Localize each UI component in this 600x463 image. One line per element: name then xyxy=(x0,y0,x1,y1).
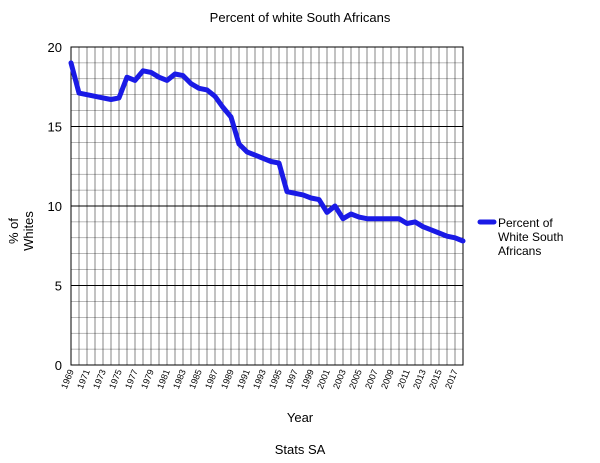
x-tick-label: 1979 xyxy=(139,368,156,390)
x-tick-label: 1981 xyxy=(155,368,172,390)
x-axis-label: Year xyxy=(287,410,314,425)
y-axis-label-line-1: % of xyxy=(6,218,21,244)
x-tick-label: 1995 xyxy=(267,368,284,390)
chart-title: Percent of white South Africans xyxy=(210,10,391,25)
y-tick-label: 20 xyxy=(48,40,62,55)
x-tick-label: 1987 xyxy=(203,368,220,390)
x-tick-label: 2005 xyxy=(347,368,364,390)
x-tick-label: 2009 xyxy=(379,368,396,390)
x-tick-label: 2015 xyxy=(427,368,444,390)
y-tick-label: 5 xyxy=(55,279,62,294)
x-axis-ticks: 1969 1971 1973 1975 1977 1979 1981 1983 1985 1987… xyxy=(59,368,460,390)
x-tick-label: 2003 xyxy=(331,368,348,390)
grid xyxy=(70,46,464,366)
chart-footer: Stats SA xyxy=(275,442,326,457)
x-tick-label: 1983 xyxy=(171,368,188,390)
x-tick-label: 1993 xyxy=(251,368,268,390)
legend: Percent of White South Africans xyxy=(477,216,563,258)
y-axis-label-line-2: Whites xyxy=(21,211,36,251)
x-tick-label: 1991 xyxy=(235,368,252,390)
y-axis-ticks: 0 5 10 15 20 xyxy=(48,40,62,373)
legend-label-line-1: Percent of xyxy=(498,216,553,230)
x-tick-label: 1985 xyxy=(187,368,204,390)
x-tick-label: 1973 xyxy=(91,368,108,390)
x-tick-label: 2001 xyxy=(315,368,332,390)
x-tick-label: 1997 xyxy=(283,368,300,390)
legend-label-line-2: White South xyxy=(498,230,563,244)
y-tick-label: 0 xyxy=(55,358,62,373)
x-tick-label: 2007 xyxy=(363,368,380,390)
x-tick-label: 2013 xyxy=(411,368,428,390)
x-tick-label: 1977 xyxy=(123,368,140,390)
x-tick-label: 2017 xyxy=(443,368,460,390)
x-tick-label: 1975 xyxy=(107,368,124,390)
x-tick-label: 1971 xyxy=(75,368,92,390)
x-tick-label: 1989 xyxy=(219,368,236,390)
plot-frame xyxy=(70,46,464,366)
legend-label-line-3: Africans xyxy=(498,244,541,258)
x-tick-label: 2011 xyxy=(395,368,412,390)
x-tick-label: 1999 xyxy=(299,368,316,390)
y-tick-label: 10 xyxy=(48,199,62,214)
y-tick-label: 15 xyxy=(48,120,62,135)
series-line-percent-white xyxy=(68,60,466,244)
